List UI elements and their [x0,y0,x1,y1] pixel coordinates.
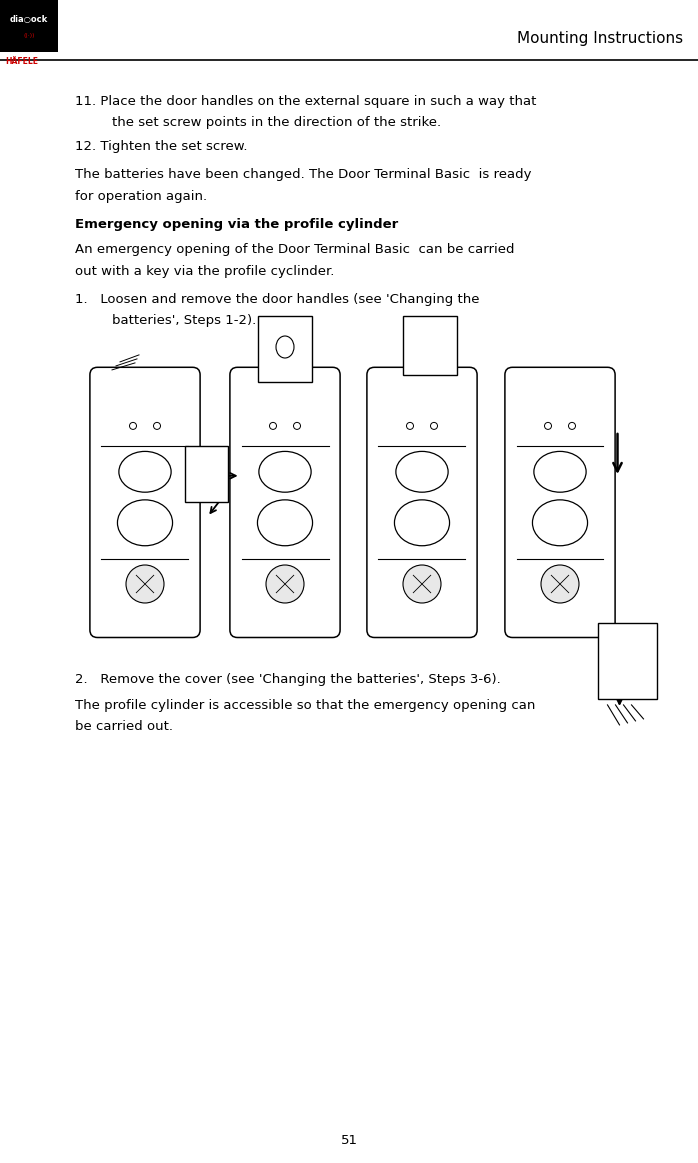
Circle shape [431,422,438,429]
Text: 2.   Remove the cover (see 'Changing the batteries', Steps 3-6).: 2. Remove the cover (see 'Changing the b… [75,673,500,686]
FancyBboxPatch shape [0,0,58,52]
Ellipse shape [534,451,586,492]
Text: Mounting Instructions: Mounting Instructions [517,30,683,45]
FancyBboxPatch shape [186,445,228,501]
Ellipse shape [259,451,311,492]
Text: ((·)): ((·)) [23,34,35,38]
Circle shape [130,422,137,429]
Text: HÄFELE: HÄFELE [5,57,38,66]
Ellipse shape [258,500,313,545]
Text: batteries', Steps 1-2).: batteries', Steps 1-2). [112,314,256,327]
FancyBboxPatch shape [367,368,477,637]
Text: An emergency opening of the Door Terminal Basic  can be carried: An emergency opening of the Door Termina… [75,243,514,256]
Ellipse shape [533,500,588,545]
Circle shape [154,422,161,429]
Text: for operation again.: for operation again. [75,190,207,202]
Text: 12. Tighten the set screw.: 12. Tighten the set screw. [75,141,248,154]
Text: be carried out.: be carried out. [75,720,173,733]
Text: 51: 51 [341,1134,357,1148]
Text: The batteries have been changed. The Door Terminal Basic  is ready: The batteries have been changed. The Doo… [75,169,531,181]
FancyBboxPatch shape [505,368,615,637]
Ellipse shape [119,451,171,492]
Circle shape [403,565,441,602]
Text: 1.   Loosen and remove the door handles (see 'Changing the: 1. Loosen and remove the door handles (s… [75,293,480,306]
Circle shape [269,422,276,429]
Circle shape [293,422,301,429]
FancyBboxPatch shape [258,316,312,381]
Ellipse shape [117,500,172,545]
Ellipse shape [276,336,294,358]
Circle shape [406,422,413,429]
Circle shape [568,422,575,429]
FancyBboxPatch shape [90,368,200,637]
Circle shape [541,565,579,602]
Circle shape [266,565,304,602]
Text: 11. Place the door handles on the external square in such a way that: 11. Place the door handles on the extern… [75,95,536,108]
Text: the set screw points in the direction of the strike.: the set screw points in the direction of… [112,116,441,129]
FancyBboxPatch shape [597,623,657,699]
Text: dia○ock: dia○ock [10,15,48,24]
Text: Emergency opening via the profile cylinder: Emergency opening via the profile cylind… [75,217,399,230]
Text: The profile cylinder is accessible so that the emergency opening can: The profile cylinder is accessible so th… [75,699,535,712]
Circle shape [544,422,551,429]
Text: out with a key via the profile cyclinder.: out with a key via the profile cyclinder… [75,265,334,278]
Ellipse shape [396,451,448,492]
Circle shape [126,565,164,602]
FancyBboxPatch shape [230,368,340,637]
Ellipse shape [394,500,450,545]
FancyBboxPatch shape [403,316,457,374]
